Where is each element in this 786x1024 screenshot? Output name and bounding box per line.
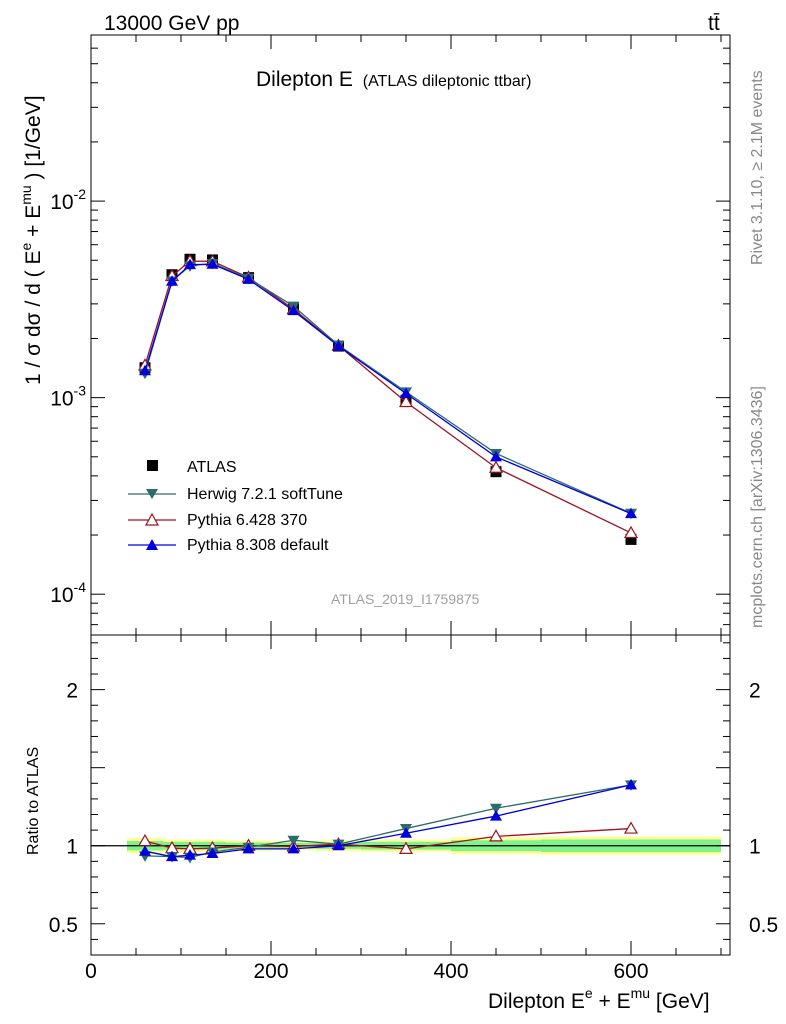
legend-label-atlas: ATLAS [187, 459, 237, 476]
y-tick-label-ratio-right: 0.5 [749, 914, 778, 937]
series-line-pythia8 [144, 263, 632, 515]
legend-label-herwig: Herwig 7.2.1 softTune [187, 486, 343, 503]
rivet-label: Rivet 3.1.10, ≥ 2.1M events [749, 70, 766, 265]
legend-label-pythia8: Pythia 8.308 default [187, 537, 329, 554]
y-tick-label-ratio-right: 2 [749, 680, 761, 703]
ratio-line-pythia8 [144, 784, 632, 858]
ratio-series [137, 778, 639, 864]
legend-entry-pythia8: Pythia 8.308 default [128, 537, 329, 554]
ratio-point-herwig [287, 835, 300, 847]
point-pythia8 [625, 507, 637, 519]
point-pythia8 [242, 273, 255, 284]
point-pythia8 [206, 258, 219, 269]
y-axis-ticks-ratio: 2 2 1 1 0.5 0.5 [49, 642, 778, 940]
y-tick-label-main: 10-3 [50, 383, 86, 411]
ratio-point-pythia8 [166, 850, 178, 862]
legend: ATLAS Herwig 7.2.1 softTune Pythia 6.428… [128, 459, 343, 554]
ratio-point-pythia6 [623, 821, 639, 834]
point-pythia8 [490, 450, 502, 462]
y-tick-label-ratio-right: 1 [749, 836, 761, 859]
y-axis-label-ratio: Ratio to ATLAS [25, 747, 42, 855]
ratio-line-pythia6 [144, 827, 632, 850]
legend-marker-atlas [147, 460, 158, 471]
x-axis-ticks: 0 200 400 600 [85, 35, 722, 983]
point-pythia8 [139, 364, 151, 376]
ratio-point-herwig [490, 803, 502, 815]
legend-entry-atlas: ATLAS [147, 459, 237, 476]
ratio-point-pythia8 [625, 778, 637, 790]
x-tick-label: 200 [253, 960, 288, 983]
legend-marker-pythia6 [144, 512, 160, 526]
ratio-point-pythia8 [242, 842, 255, 854]
legend-marker-herwig [146, 489, 158, 499]
y-axis-ticks-main: 10-2 10-3 10-4 [50, 34, 730, 626]
y-tick-label-ratio: 1 [66, 836, 78, 859]
y-tick-label-main: 10-2 [50, 186, 86, 214]
ratio-point-pythia8 [139, 845, 151, 856]
header-right: tt̄ [708, 12, 720, 35]
y-axis-label-main: 1 / σ dσ / d ( Ee + Emu ) [1/GeV] [18, 95, 45, 385]
y-tick-label-main: 10-4 [50, 579, 86, 607]
legend-marker-pythia8 [146, 539, 158, 550]
ratio-point-pythia8 [184, 849, 196, 860]
point-pythia8 [332, 340, 345, 351]
ratio-point-pythia6 [398, 841, 414, 854]
ratio-point-pythia8 [400, 827, 412, 838]
header-left: 13000 GeV pp [104, 12, 239, 35]
ratio-point-pythia8 [206, 847, 219, 859]
y-tick-label-ratio: 0.5 [49, 914, 78, 937]
legend-entry-pythia6: Pythia 6.428 370 [128, 512, 307, 529]
point-pythia8 [166, 275, 178, 286]
main-title: Dilepton E (ATLAS dileptonic ttbar) [256, 68, 531, 91]
mcplots-label: mcplots.cern.ch [arXiv:1306.3436] [749, 386, 766, 628]
legend-entry-herwig: Herwig 7.2.1 softTune [128, 486, 343, 503]
watermark: ATLAS_2019_I1759875 [331, 591, 480, 607]
ratio-line-herwig [144, 784, 632, 859]
main-series [137, 253, 639, 545]
point-pythia6 [398, 394, 414, 408]
point-pythia6 [623, 525, 639, 539]
x-tick-label: 600 [613, 960, 648, 983]
ratio-point-pythia8 [332, 839, 345, 851]
point-pythia8 [400, 387, 412, 398]
x-tick-label: 0 [85, 960, 97, 983]
ratio-panel-frame [90, 634, 731, 956]
point-pythia8 [184, 258, 196, 270]
x-tick-label: 400 [433, 960, 468, 983]
legend-label-pythia6: Pythia 6.428 370 [187, 512, 307, 529]
point-pythia6 [488, 460, 504, 473]
x-axis-label: Dilepton Ee + Emu [GeV] [488, 985, 710, 1013]
ratio-point-pythia8 [287, 842, 300, 854]
point-pythia8 [287, 304, 300, 316]
ratio-point-pythia6 [488, 829, 504, 842]
series-line-pythia6 [144, 260, 632, 534]
point-atlas [625, 533, 637, 545]
ratio-point-pythia8 [490, 810, 502, 821]
y-tick-label-ratio: 2 [66, 680, 78, 703]
